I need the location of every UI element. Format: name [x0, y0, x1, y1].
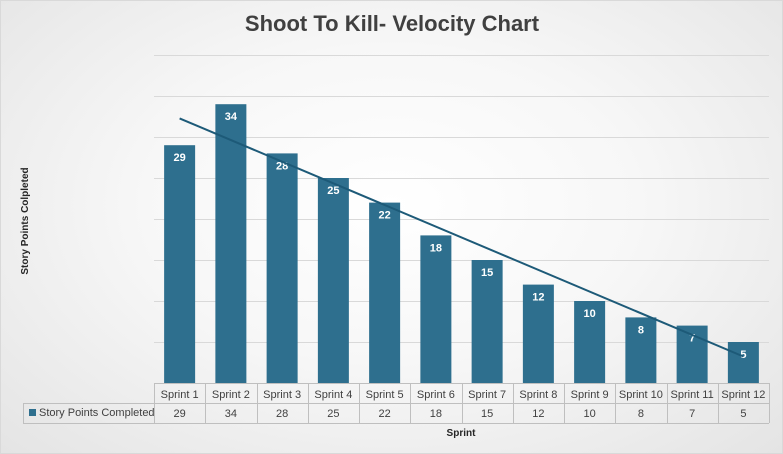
table-value: 5	[740, 408, 746, 420]
data-label: 8	[638, 324, 644, 336]
category-label: Sprint 2	[212, 389, 250, 401]
bar	[727, 342, 759, 383]
table-value: 25	[327, 408, 339, 420]
x-axis-title: Sprint	[447, 428, 477, 439]
data-label: 7	[689, 333, 695, 345]
table-value: 22	[379, 408, 391, 420]
category-label: Sprint 5	[366, 389, 404, 401]
table-value: 15	[481, 408, 493, 420]
bar	[215, 104, 247, 383]
table-value: 28	[276, 408, 288, 420]
gridlines	[154, 55, 769, 343]
table-value: 10	[584, 408, 596, 420]
category-label: Sprint 10	[619, 389, 663, 401]
category-label: Sprint 12	[721, 389, 765, 401]
data-label: 10	[584, 308, 596, 320]
data-table: Sprint 1 Sprint 2 Sprint 3 Sprint 4 Sprint 5…	[23, 383, 770, 424]
trendline-group	[179, 117, 744, 358]
data-label: 29	[174, 152, 186, 164]
bar	[317, 178, 349, 383]
data-label: 18	[430, 242, 442, 254]
table-value: 7	[689, 408, 695, 420]
chart-title: Shoot To Kill- Velocity Chart	[245, 11, 540, 36]
data-label: 25	[327, 185, 339, 197]
category-label: Sprint 1	[161, 389, 199, 401]
data-label: 22	[379, 210, 391, 222]
bars	[164, 104, 759, 383]
category-label: Sprint 11	[671, 389, 714, 401]
legend-key	[29, 409, 36, 416]
table-value: 34	[225, 408, 237, 420]
y-axis-title: Story Points Colpleted	[20, 167, 31, 274]
category-label: Sprint 7	[468, 389, 506, 401]
bar	[522, 284, 554, 383]
table-value: 12	[532, 408, 544, 420]
category-label: Sprint 4	[314, 389, 352, 401]
legend-label: Story Points Completed	[39, 407, 155, 419]
bar	[266, 153, 298, 383]
bar	[164, 145, 196, 383]
bar	[420, 235, 452, 383]
category-label: Sprint 9	[571, 389, 609, 401]
category-label: Sprint 6	[417, 389, 455, 401]
data-label: 5	[740, 349, 746, 361]
data-label: 34	[225, 111, 238, 123]
category-label: Sprint 8	[519, 389, 557, 401]
bar	[471, 260, 503, 383]
data-label: 12	[532, 292, 544, 304]
bar	[369, 202, 401, 383]
table-value: 18	[430, 408, 442, 420]
trendline	[179, 117, 744, 358]
bar	[574, 301, 606, 383]
bar	[625, 317, 657, 383]
table-value: 8	[638, 408, 644, 420]
data-label: 15	[481, 267, 493, 279]
table-value: 29	[174, 408, 186, 420]
category-label: Sprint 3	[263, 389, 301, 401]
